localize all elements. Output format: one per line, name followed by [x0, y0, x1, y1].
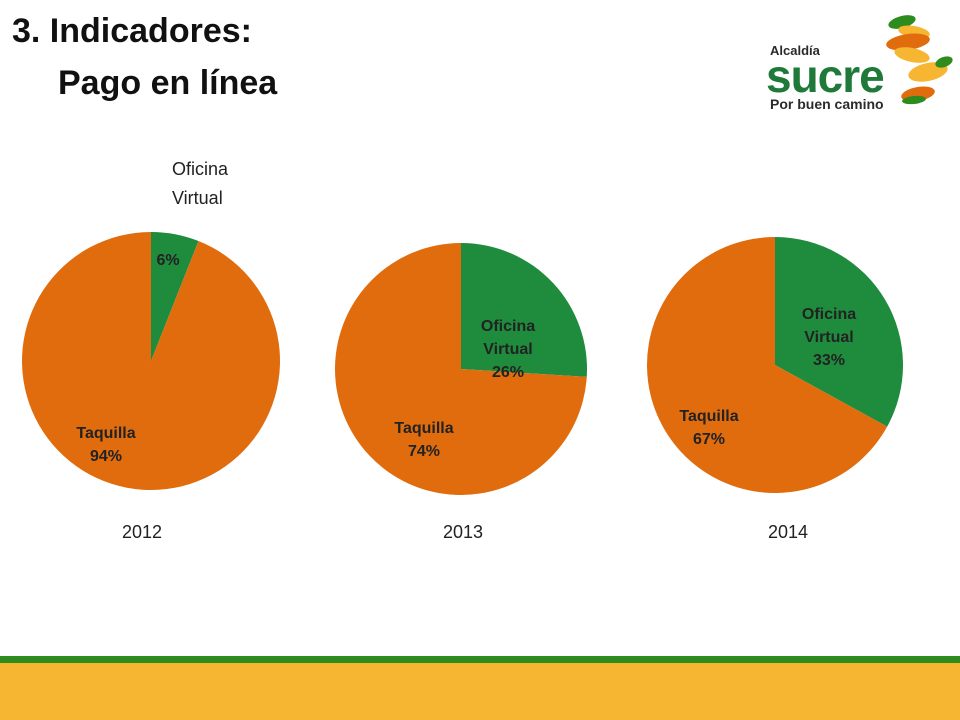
pie-charts: 6% Taquilla 94% Oficina Virtual 26% Taquilla 74…	[22, 232, 903, 496]
logo-wordmark: sucre	[766, 50, 885, 102]
pie-2012-slice-taquilla	[22, 232, 281, 491]
pie-2012-slice-oficina	[151, 232, 199, 361]
logo-small-text: Alcaldía	[770, 43, 820, 58]
pie-2013-label-oficina: Oficina Virtual 26%	[481, 318, 535, 381]
pie-2012-label-oficina: 6%	[156, 252, 179, 269]
slide-title-line2: Pago en línea	[58, 64, 278, 102]
logo-tagline: Por buen camino	[770, 96, 884, 112]
pie-2014-label-taquilla: Taquilla 67%	[679, 408, 738, 448]
pie-2014-slice-oficina	[775, 237, 903, 427]
annotation-line1: Oficina	[172, 159, 229, 179]
footer-yellow-band	[0, 663, 960, 720]
pie-2014-label-oficina: Oficina Virtual 33%	[802, 306, 856, 369]
year-label-2012: 2012	[121, 522, 163, 542]
oficina-virtual-annotation: Oficina Virtual	[172, 155, 262, 213]
footer-green-stripe	[0, 656, 960, 663]
pie-2013-slice-oficina	[461, 243, 587, 377]
slide-title-line1: 3. Indicadores:	[12, 12, 252, 50]
pie-2012-label-taquilla: Taquilla 94%	[76, 425, 135, 465]
pie-2013-label-taquilla: Taquilla 74%	[394, 420, 453, 460]
pie-2013-slice-taquilla	[334, 243, 587, 496]
pie-2014-slice-taquilla	[647, 237, 888, 494]
annotation-line2: Virtual	[172, 188, 223, 208]
year-label-2013: 2013	[442, 522, 484, 542]
logo-stones-icon	[886, 15, 953, 105]
year-label-2014: 2014	[767, 522, 809, 542]
alcaldia-sucre-logo: Alcaldía sucre Por buen camino	[760, 8, 955, 113]
